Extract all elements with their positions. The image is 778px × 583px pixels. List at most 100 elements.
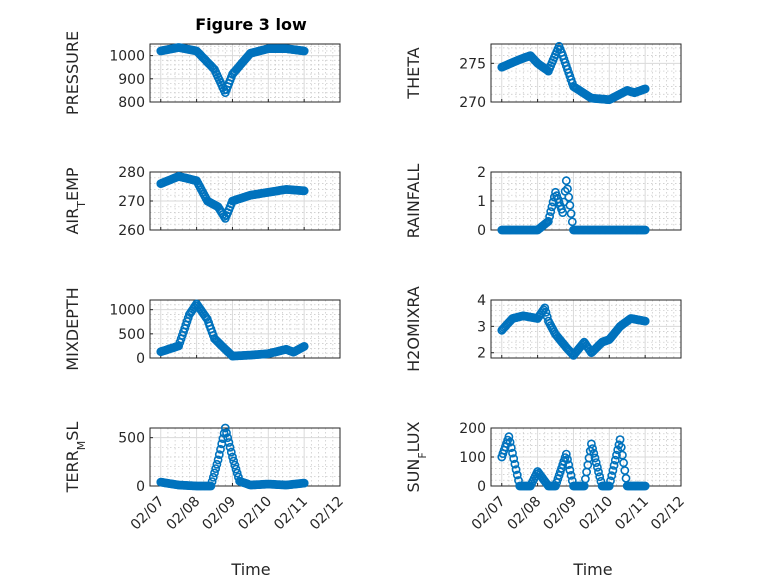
y-tick-label: 800 — [118, 95, 145, 111]
x-tick-label: 02/07 — [128, 494, 168, 534]
data-point — [606, 476, 615, 486]
data-point — [213, 455, 223, 465]
data-point — [609, 460, 619, 470]
data-point — [563, 454, 572, 464]
x-tick-label: 02/08 — [164, 494, 204, 534]
data-point — [510, 459, 520, 469]
y-tick-label: 260 — [118, 223, 145, 239]
y-tick-label: 900 — [118, 72, 145, 88]
data-point — [640, 84, 650, 94]
y-tick-label: 0 — [136, 351, 145, 367]
subplot-5: 0 500 1000 MIXDEPTH — [63, 287, 341, 371]
data-point — [212, 459, 222, 469]
data-point — [230, 460, 240, 470]
y-tick-label: 1000 — [109, 303, 145, 319]
data-point — [561, 449, 571, 459]
y-axis-label: AIRTEMP — [63, 167, 88, 234]
data-point — [563, 184, 572, 194]
y-tick-label: 2 — [477, 346, 486, 362]
data-point — [582, 467, 591, 477]
y-axis-label: RAINFALL — [404, 164, 423, 239]
y-tick-label: 1 — [477, 194, 486, 210]
x-axis-label-right: Time — [572, 560, 612, 579]
data-point — [207, 477, 217, 486]
data-point — [225, 442, 235, 452]
data-point — [224, 438, 234, 447]
data-point — [565, 200, 575, 210]
data-point — [228, 452, 237, 462]
data-point — [587, 439, 596, 449]
axes-frame — [490, 43, 682, 103]
data-point — [211, 464, 221, 473]
data-point — [594, 467, 603, 477]
y-tick-label: 3 — [477, 319, 486, 335]
data-point — [607, 471, 617, 481]
data-point — [558, 208, 568, 217]
y-tick-label: 0 — [477, 223, 486, 239]
data-point — [214, 450, 224, 459]
data-point — [206, 481, 216, 491]
subplot-6: 2 3 4 H2OMIXRA — [404, 286, 682, 372]
data-point — [232, 468, 242, 478]
data-point — [222, 428, 231, 438]
data-point — [566, 470, 576, 480]
y-tick-label: 200 — [459, 421, 486, 437]
data-point — [593, 462, 602, 472]
y-tick-label: 280 — [118, 165, 145, 181]
data-point — [544, 216, 553, 226]
data-point — [640, 316, 650, 326]
data-point — [210, 468, 219, 478]
data-point — [504, 432, 514, 442]
y-tick-label: 0 — [477, 479, 486, 495]
data-point — [595, 472, 605, 482]
data-point — [509, 454, 519, 463]
data-point — [299, 341, 309, 351]
data-point — [508, 448, 517, 458]
data-point — [226, 447, 236, 457]
subplot-3: 260 270 280 AIRTEMP — [63, 165, 341, 239]
y-tick-label: 500 — [118, 327, 145, 343]
x-tick-label: 02/10 — [235, 494, 275, 534]
data-point — [581, 474, 590, 484]
data-point — [640, 481, 650, 491]
data-point — [512, 470, 522, 480]
y-tick-label: 100 — [459, 450, 486, 466]
y-axis-label: THETA — [404, 47, 423, 99]
y-tick-label: 2 — [477, 165, 486, 181]
data-point — [591, 458, 601, 467]
y-axis-label: SUNFLUX — [404, 421, 429, 492]
data-point — [566, 209, 576, 218]
axes-frame — [149, 171, 341, 231]
data-point — [541, 307, 551, 317]
y-tick-label: 270 — [118, 194, 145, 210]
x-tick-label: 02/12 — [307, 494, 347, 534]
data-point — [604, 481, 614, 491]
y-tick-label: 0 — [136, 479, 145, 495]
data-point — [545, 212, 554, 221]
data-point — [640, 225, 650, 235]
data-point — [547, 202, 557, 212]
subplot-4: 0 1 2 RAINFALL — [404, 164, 682, 239]
data-point — [546, 207, 556, 216]
data-point — [564, 460, 574, 470]
data-point — [208, 472, 218, 482]
data-point — [567, 217, 577, 227]
data-point — [620, 466, 630, 475]
y-axis-label: MIXDEPTH — [63, 287, 82, 370]
y-tick-label: 500 — [118, 431, 145, 447]
figure-title: Figure 3 low — [195, 15, 307, 34]
data-point — [564, 192, 574, 202]
data-point — [216, 444, 225, 454]
data-point — [505, 437, 515, 447]
data-point — [614, 440, 624, 450]
data-point — [589, 448, 599, 458]
y-tick-label: 275 — [459, 56, 486, 72]
y-tick-label: 4 — [477, 293, 486, 309]
data-point — [506, 443, 516, 453]
data-point — [561, 176, 571, 186]
data-point — [610, 455, 620, 465]
y-tick-label: 270 — [459, 95, 486, 111]
